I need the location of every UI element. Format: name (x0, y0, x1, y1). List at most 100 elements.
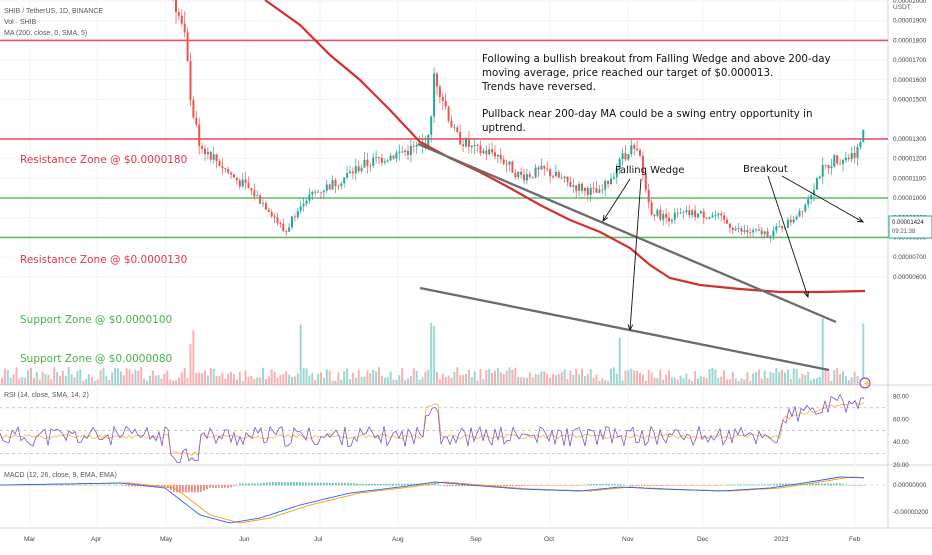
macd-histogram-bar (782, 484, 784, 486)
volume-bar (828, 372, 830, 385)
volume-bar (526, 378, 528, 385)
volume-bar (500, 372, 502, 385)
candle-body (630, 145, 632, 154)
candle-body (700, 212, 702, 214)
price-tick-label: 0.00001100 (893, 175, 926, 182)
candle-body (256, 195, 258, 196)
macd-histogram-bar (50, 485, 52, 486)
volume-bar (770, 372, 772, 385)
macd-histogram-bar (59, 485, 61, 486)
volume-bar (836, 368, 838, 385)
volume-bar (239, 372, 241, 385)
candle-body (819, 177, 821, 178)
candle-body (648, 190, 650, 203)
candle-body (442, 97, 444, 101)
candle-body (198, 125, 200, 146)
macd-histogram-bar (506, 485, 508, 486)
macd-histogram-bar (860, 485, 862, 486)
macd-histogram-bar (668, 485, 670, 486)
volume-bar (822, 318, 824, 385)
volume-bar (683, 378, 685, 385)
candle-body (804, 205, 806, 212)
candle-body (622, 153, 624, 159)
volume-bar (108, 380, 110, 385)
volume-bar (726, 379, 728, 385)
falling-wedge-label: Falling Wedge (615, 165, 684, 176)
volume-bar (190, 344, 192, 385)
volume-bar (674, 378, 676, 385)
macd-histogram-bar (389, 484, 391, 485)
volume-bar (268, 376, 270, 385)
macd-histogram-bar (740, 484, 742, 485)
candle-body (219, 161, 221, 166)
volume-bar (668, 370, 670, 385)
macd-tick-label: 0.00000000 (893, 482, 927, 489)
macd-histogram-bar (326, 483, 328, 486)
candle-body (691, 210, 693, 215)
macd-histogram-bar (752, 484, 754, 485)
volume-bar (103, 368, 105, 385)
candle-body (320, 192, 322, 193)
volume-bar (335, 381, 337, 385)
candle-body (317, 192, 319, 193)
volume-bar (248, 377, 250, 385)
macd-histogram-bar (227, 485, 229, 488)
macd-histogram-bar (380, 484, 382, 485)
volume-bar (149, 376, 151, 385)
volume-bar (407, 378, 409, 385)
candle-body (857, 147, 859, 158)
macd-histogram-bar (578, 485, 580, 486)
volume-bar (242, 381, 244, 385)
volume-bar (303, 368, 305, 385)
macd-histogram-bar (458, 485, 460, 486)
macd-histogram-bar (269, 482, 271, 485)
volume-bar (706, 378, 708, 385)
macd-histogram-bar (95, 485, 97, 486)
candle-body (413, 146, 415, 147)
candle-body (245, 180, 247, 184)
candle-body (274, 216, 276, 217)
candle-body (308, 194, 310, 200)
candle-body (697, 214, 699, 218)
macd-histogram-bar (311, 483, 313, 486)
candle-body (793, 219, 795, 222)
macd-histogram-bar (527, 485, 529, 486)
candle-body (485, 151, 487, 155)
candle-body (569, 182, 571, 187)
candle-body (778, 226, 780, 227)
candle-body (772, 230, 774, 236)
volume-bar (561, 372, 563, 385)
volume-bar (401, 368, 403, 385)
rsi-ma-line (0, 402, 864, 456)
candle-body (190, 61, 192, 100)
volume-bar (105, 376, 107, 385)
macd-histogram-bar (359, 484, 361, 485)
price-tick-label: 0.00001800 (893, 37, 927, 44)
candle-body (294, 216, 296, 217)
macd-histogram-bar (635, 485, 637, 486)
macd-histogram-bar (674, 485, 676, 486)
macd-histogram-bar (446, 485, 448, 486)
volume-bar (854, 372, 856, 385)
volume-bar (604, 380, 606, 385)
candle-body (192, 100, 194, 118)
volume-bar (451, 378, 453, 385)
time-tick-label: Apr (91, 536, 102, 543)
volume-bar (619, 338, 621, 385)
macd-histogram-bar (743, 484, 745, 485)
volume-bar (543, 371, 545, 385)
candle-body (187, 32, 189, 61)
volume-bar (862, 323, 864, 385)
candle-body (300, 206, 302, 211)
volume-bar (442, 373, 444, 385)
volume-bar (129, 369, 131, 385)
volume-bar (169, 380, 171, 385)
volume-bar (540, 371, 542, 385)
volume-bar (613, 367, 615, 385)
time-tick-label: 2023 (774, 536, 789, 543)
macd-histogram-bar (437, 484, 439, 485)
price-tick-label: 0.00001200 (893, 156, 927, 163)
volume-bar (529, 372, 531, 385)
candle-body (393, 156, 395, 159)
